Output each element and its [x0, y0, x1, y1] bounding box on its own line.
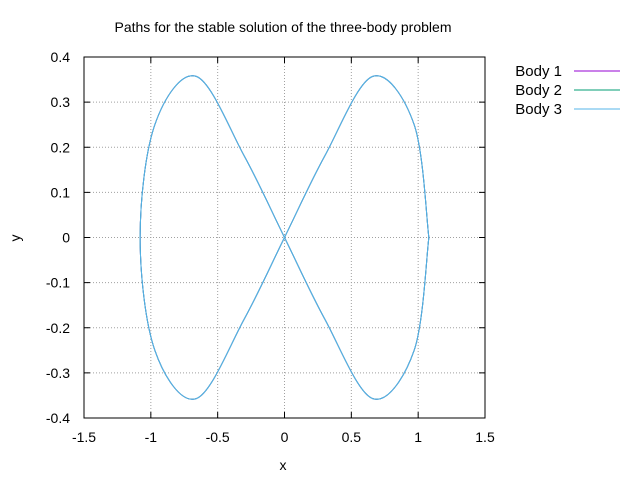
y-tick-label: 0.4: [51, 49, 71, 65]
x-tick-label: 1: [414, 429, 422, 445]
y-tick-label: 0.2: [51, 139, 71, 155]
x-tick-label: -1.5: [72, 429, 96, 445]
legend: Body 1 Body 2 Body 3: [515, 63, 620, 118]
x-tick-label: 1.5: [475, 429, 495, 445]
x-tick-label: 0.5: [342, 429, 362, 445]
grid-lines: [84, 57, 485, 418]
legend-label: Body 3: [515, 101, 562, 118]
y-tick-label: -0.3: [46, 365, 70, 381]
y-tick-label: -0.1: [46, 275, 70, 291]
chart-title: Paths for the stable solution of the thr…: [115, 19, 452, 35]
y-tick-label: 0.3: [51, 94, 71, 110]
y-tick-label: 0: [62, 230, 70, 246]
y-tick-label: 0.1: [51, 184, 71, 200]
x-tick-label: 0: [281, 429, 289, 445]
x-axis-label: x: [280, 457, 287, 473]
legend-label: Body 2: [515, 82, 562, 99]
y-tick-label: -0.4: [46, 410, 70, 426]
tick-group: -1.5 -1 -0.5 0 0.5 1 1.5 0.4 0.3 0.2 0.1 0 -0.1 -0.2 -…: [46, 49, 495, 445]
x-tick-label: -1: [145, 429, 158, 445]
series-group: [139, 75, 430, 400]
y-axis-label: y: [7, 235, 23, 242]
series-line-body-3: [139, 75, 430, 400]
y-tick-label: -0.2: [46, 320, 70, 336]
x-tick-label: -0.5: [206, 429, 230, 445]
legend-label: Body 1: [515, 63, 562, 80]
